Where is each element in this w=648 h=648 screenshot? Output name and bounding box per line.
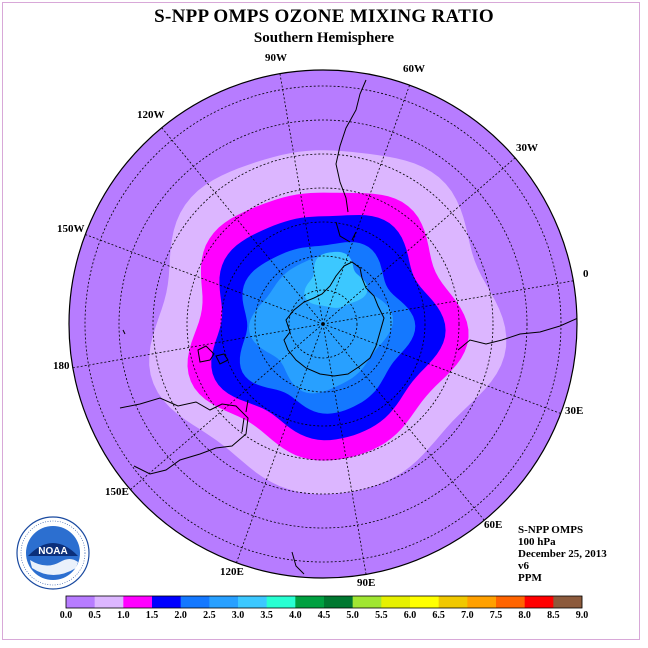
- colorbar-tick-label: 6.5: [432, 610, 445, 621]
- lat-70: [254, 255, 392, 393]
- map-edge: [68, 69, 578, 579]
- meridian-150w: [83, 233, 324, 325]
- units-text: PPM: [518, 572, 542, 584]
- colorbar-swatch: [238, 596, 267, 608]
- graticule: [71, 73, 577, 575]
- colorbar-tick-label: 5.0: [346, 610, 359, 621]
- svg-text:NOAA: NOAA: [38, 546, 67, 557]
- lat-50: [186, 187, 460, 461]
- lon-label-0: 0: [583, 268, 589, 280]
- australia-coast: [119, 397, 249, 475]
- noaa-logo-icon: NOAA: [16, 516, 90, 590]
- south-america-coast: [335, 79, 367, 243]
- colorbar-swatch: [123, 596, 153, 608]
- colorbar-tick-label: 4.5: [317, 610, 331, 621]
- colorbar-swatch: [467, 596, 497, 608]
- nz-coast: [197, 345, 229, 365]
- colorbar-tick-label: 3.0: [231, 610, 245, 621]
- colorbar-swatch: [152, 596, 181, 608]
- africa-coast: [457, 317, 577, 351]
- colorbar-swatch: [524, 596, 554, 608]
- date-text: December 25, 2013: [518, 548, 607, 560]
- meridian-30e: [322, 323, 563, 415]
- meridian-180: [71, 323, 324, 369]
- colorbar-tick-label: 9.0: [575, 610, 589, 621]
- colorbar-swatch: [352, 596, 382, 608]
- madagascar-coast: [495, 531, 521, 563]
- colorbar-swatch: [438, 596, 468, 608]
- lat-80: [288, 289, 358, 359]
- colorbar-tick-label: 1.0: [117, 610, 130, 621]
- meridian-0: [322, 279, 577, 325]
- colorbar-tick-label: 2.0: [174, 610, 187, 621]
- version-text: v6: [518, 560, 529, 572]
- colorbar-tick-label: 0.5: [88, 610, 101, 621]
- colorbar-swatch: [94, 596, 124, 608]
- lon-label-180: 180: [53, 360, 70, 372]
- colorbar-tick-label: 7.5: [489, 610, 503, 621]
- colorbar-tick-label: 0.0: [59, 610, 73, 621]
- meridian-120e: [235, 323, 324, 565]
- lon-label-90e: 90E: [357, 577, 376, 589]
- colorbar-tick-label: 8.5: [547, 610, 560, 621]
- metadata-block: S-NPP OMPS 100 hPa December 25, 2013 v6 …: [518, 524, 607, 584]
- map-title: S-NPP OMPS OZONE MIXING RATIO: [154, 6, 494, 27]
- colorbar-tick-label: 2.5: [203, 610, 216, 621]
- contour-3-0: [304, 251, 368, 308]
- antarctica-coast: [283, 261, 385, 377]
- colorbar-tick-label: 5.5: [375, 610, 388, 621]
- meridian-60w: [322, 83, 411, 325]
- instrument-text: S-NPP OMPS: [518, 524, 584, 536]
- colorbar-swatch: [410, 596, 439, 608]
- islands: [122, 329, 331, 578]
- colorbar-swatch: [496, 596, 525, 608]
- colorbar-swatch: [266, 596, 296, 608]
- colorbar-swatch: [180, 596, 210, 608]
- lon-label-90w: 90W: [265, 52, 287, 64]
- figure-frame: [2, 2, 640, 640]
- lon-label-150w: 150W: [57, 223, 85, 235]
- lon-label-120w: 120W: [137, 109, 165, 121]
- lat-40: [152, 153, 494, 495]
- colorbar-swatch: [381, 596, 411, 608]
- colorbar-swatch: [553, 596, 583, 608]
- colorbar-tick-label: 8.0: [518, 610, 531, 621]
- colorbar-swatch: [209, 596, 239, 608]
- colorbar-swatch: [324, 596, 353, 608]
- colorbar-border: [65, 595, 583, 609]
- lat-30: [118, 119, 528, 529]
- colorbar-tick-label: 6.0: [403, 610, 417, 621]
- lon-label-60e: 60E: [484, 519, 503, 531]
- level-text: 100 hPa: [518, 536, 556, 548]
- colorbar-tick-label: 4.0: [289, 610, 302, 621]
- colorbar: [65, 595, 583, 609]
- lon-label-120e: 120E: [220, 566, 244, 578]
- colorbar-swatch: [66, 596, 95, 608]
- lat-20: [84, 85, 562, 563]
- colorbar-tick-label: 7.0: [461, 610, 474, 621]
- lon-label-60w: 60W: [403, 63, 425, 75]
- lon-label-150e: 150E: [105, 486, 129, 498]
- map-subtitle: Southern Hemisphere: [253, 30, 395, 46]
- lat-60: [220, 221, 426, 427]
- colorbar-tick-label: 3.5: [260, 610, 273, 621]
- lon-label-30w: 30W: [516, 142, 538, 154]
- lon-label-30e: 30E: [565, 405, 584, 417]
- meridian-150e: [129, 323, 324, 491]
- colorbar-swatch: [295, 596, 325, 608]
- colorbar-tick-label: 1.5: [145, 610, 159, 621]
